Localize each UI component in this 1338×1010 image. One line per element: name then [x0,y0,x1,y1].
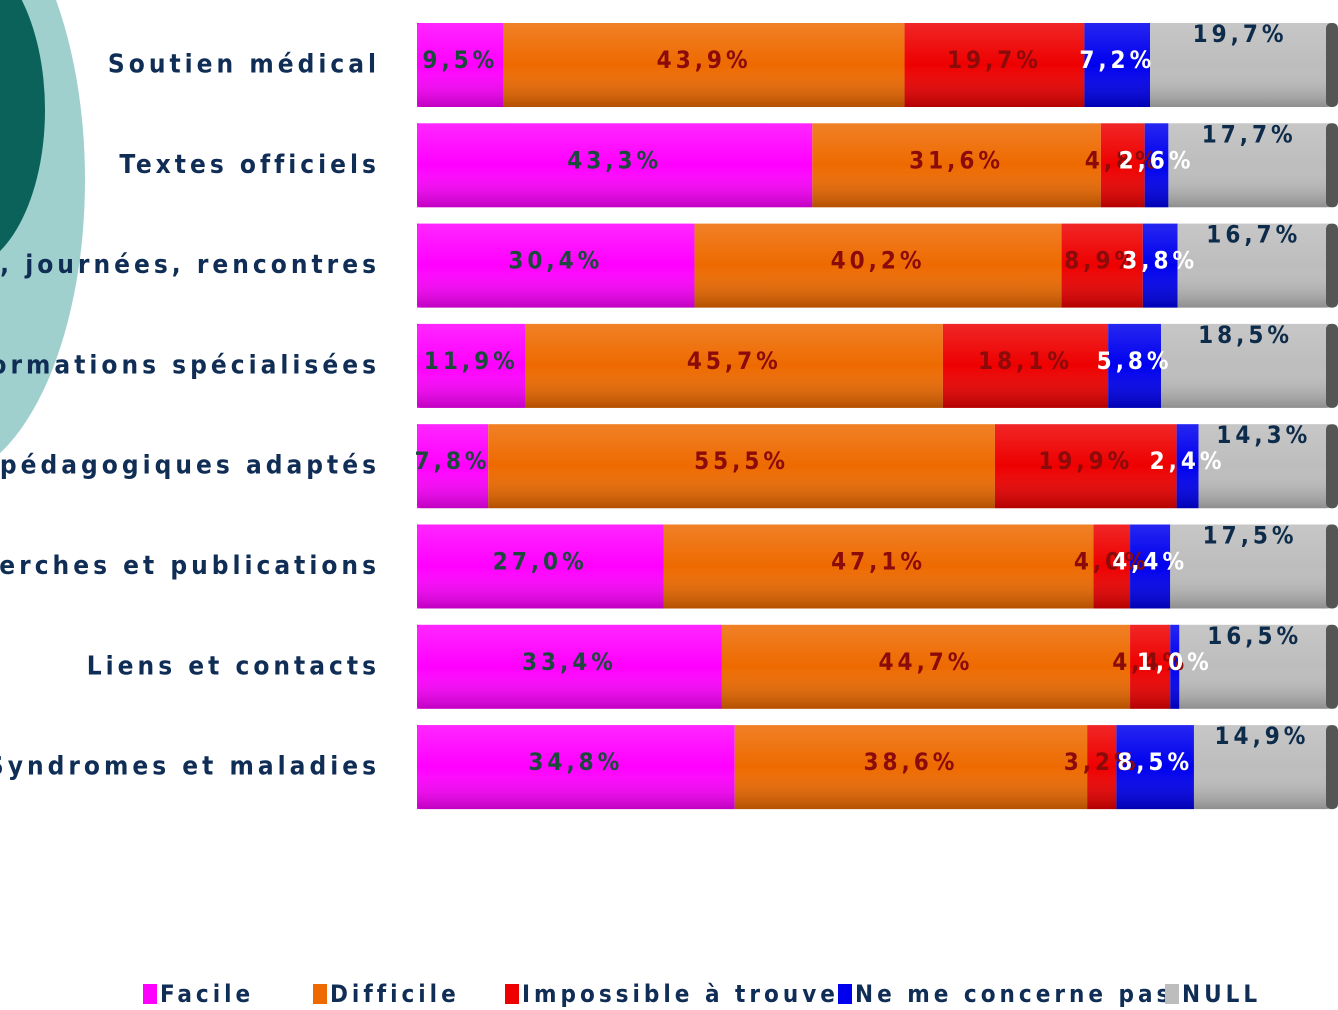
value-label: 2,4% [1150,447,1226,475]
value-label: 1,0% [1137,648,1213,676]
category-label: Recherches et publications [0,551,380,581]
bar-end [1326,725,1338,810]
value-label: 4,4% [1112,548,1188,576]
value-label: 19,7% [1193,20,1288,48]
bar-end [1326,323,1338,408]
legend-label: Difficile [330,980,460,1008]
bar-end [1326,424,1338,509]
value-label: 43,3% [567,146,662,174]
bar-shade [417,624,1330,709]
value-label: 43,9% [657,46,752,74]
bar-shade [417,323,1330,408]
value-label: 8,5% [1117,748,1193,776]
value-label: 14,9% [1215,722,1310,750]
value-label: 19,9% [1038,447,1133,475]
value-label: 38,6% [863,748,958,776]
value-label: 3,2% [1064,748,1140,776]
value-label: 30,4% [508,247,603,275]
value-label: 18,1% [978,347,1073,375]
value-label: 4,4% [1112,648,1188,676]
bar-shade [417,524,1330,609]
value-label: 7,8% [415,447,491,475]
value-label: 5,8% [1097,347,1173,375]
bar-end [1326,223,1338,308]
category-label: Outils pédagogiques adaptés [0,451,380,481]
category-label: Soutien médical [108,50,380,80]
category-label: Colloques, journées, rencontres [0,250,380,280]
bar-end [1326,524,1338,609]
bar-shade [417,223,1330,308]
value-label: 8,9% [1064,247,1140,275]
value-label: 4,0% [1074,548,1150,576]
legend-label: Ne me concerne pas [855,980,1173,1008]
bar-end [1326,123,1338,208]
value-label: 7,2% [1079,46,1155,74]
legend-label: Impossible à trouver [522,980,854,1008]
value-label: 14,3% [1216,421,1311,449]
legend-swatch [143,984,157,1004]
value-label: 4,8% [1085,146,1161,174]
bar-shade [417,23,1330,107]
legend-label: NULL [1182,980,1261,1008]
bar-end [1326,624,1338,709]
value-label: 16,5% [1207,622,1302,650]
legend-label: Facile [160,980,254,1008]
legend-swatch [313,984,327,1004]
value-label: 18,5% [1198,321,1293,349]
value-label: 45,7% [687,347,782,375]
bar-end [1326,23,1338,107]
bar-shade [417,725,1330,810]
bar-shade [417,424,1330,509]
value-label: 3,8% [1122,247,1198,275]
legend-swatch [1165,984,1179,1004]
value-label: 17,7% [1202,120,1297,148]
decor-circle [0,0,45,252]
category-label: Liens et contacts [87,651,380,681]
value-label: 31,6% [909,146,1004,174]
value-label: 33,4% [522,648,617,676]
value-label: 44,7% [879,648,974,676]
value-label: 11,9% [424,347,519,375]
value-label: 47,1% [831,548,926,576]
category-label: Formations spécialisées [0,350,380,380]
legend-swatch [838,984,852,1004]
value-label: 40,2% [831,247,926,275]
value-label: 16,7% [1206,221,1301,249]
value-label: 27,0% [493,548,588,576]
value-label: 17,5% [1203,522,1298,550]
category-label: Textes officiels [119,150,380,180]
bar-shade [417,123,1330,208]
value-label: 19,7% [947,46,1042,74]
value-label: 34,8% [528,748,623,776]
value-label: 2,6% [1119,146,1195,174]
legend-swatch [505,984,519,1004]
category-label: Syndromes et maladies [0,752,380,782]
value-label: 55,5% [694,447,789,475]
value-label: 9,5% [422,46,498,74]
